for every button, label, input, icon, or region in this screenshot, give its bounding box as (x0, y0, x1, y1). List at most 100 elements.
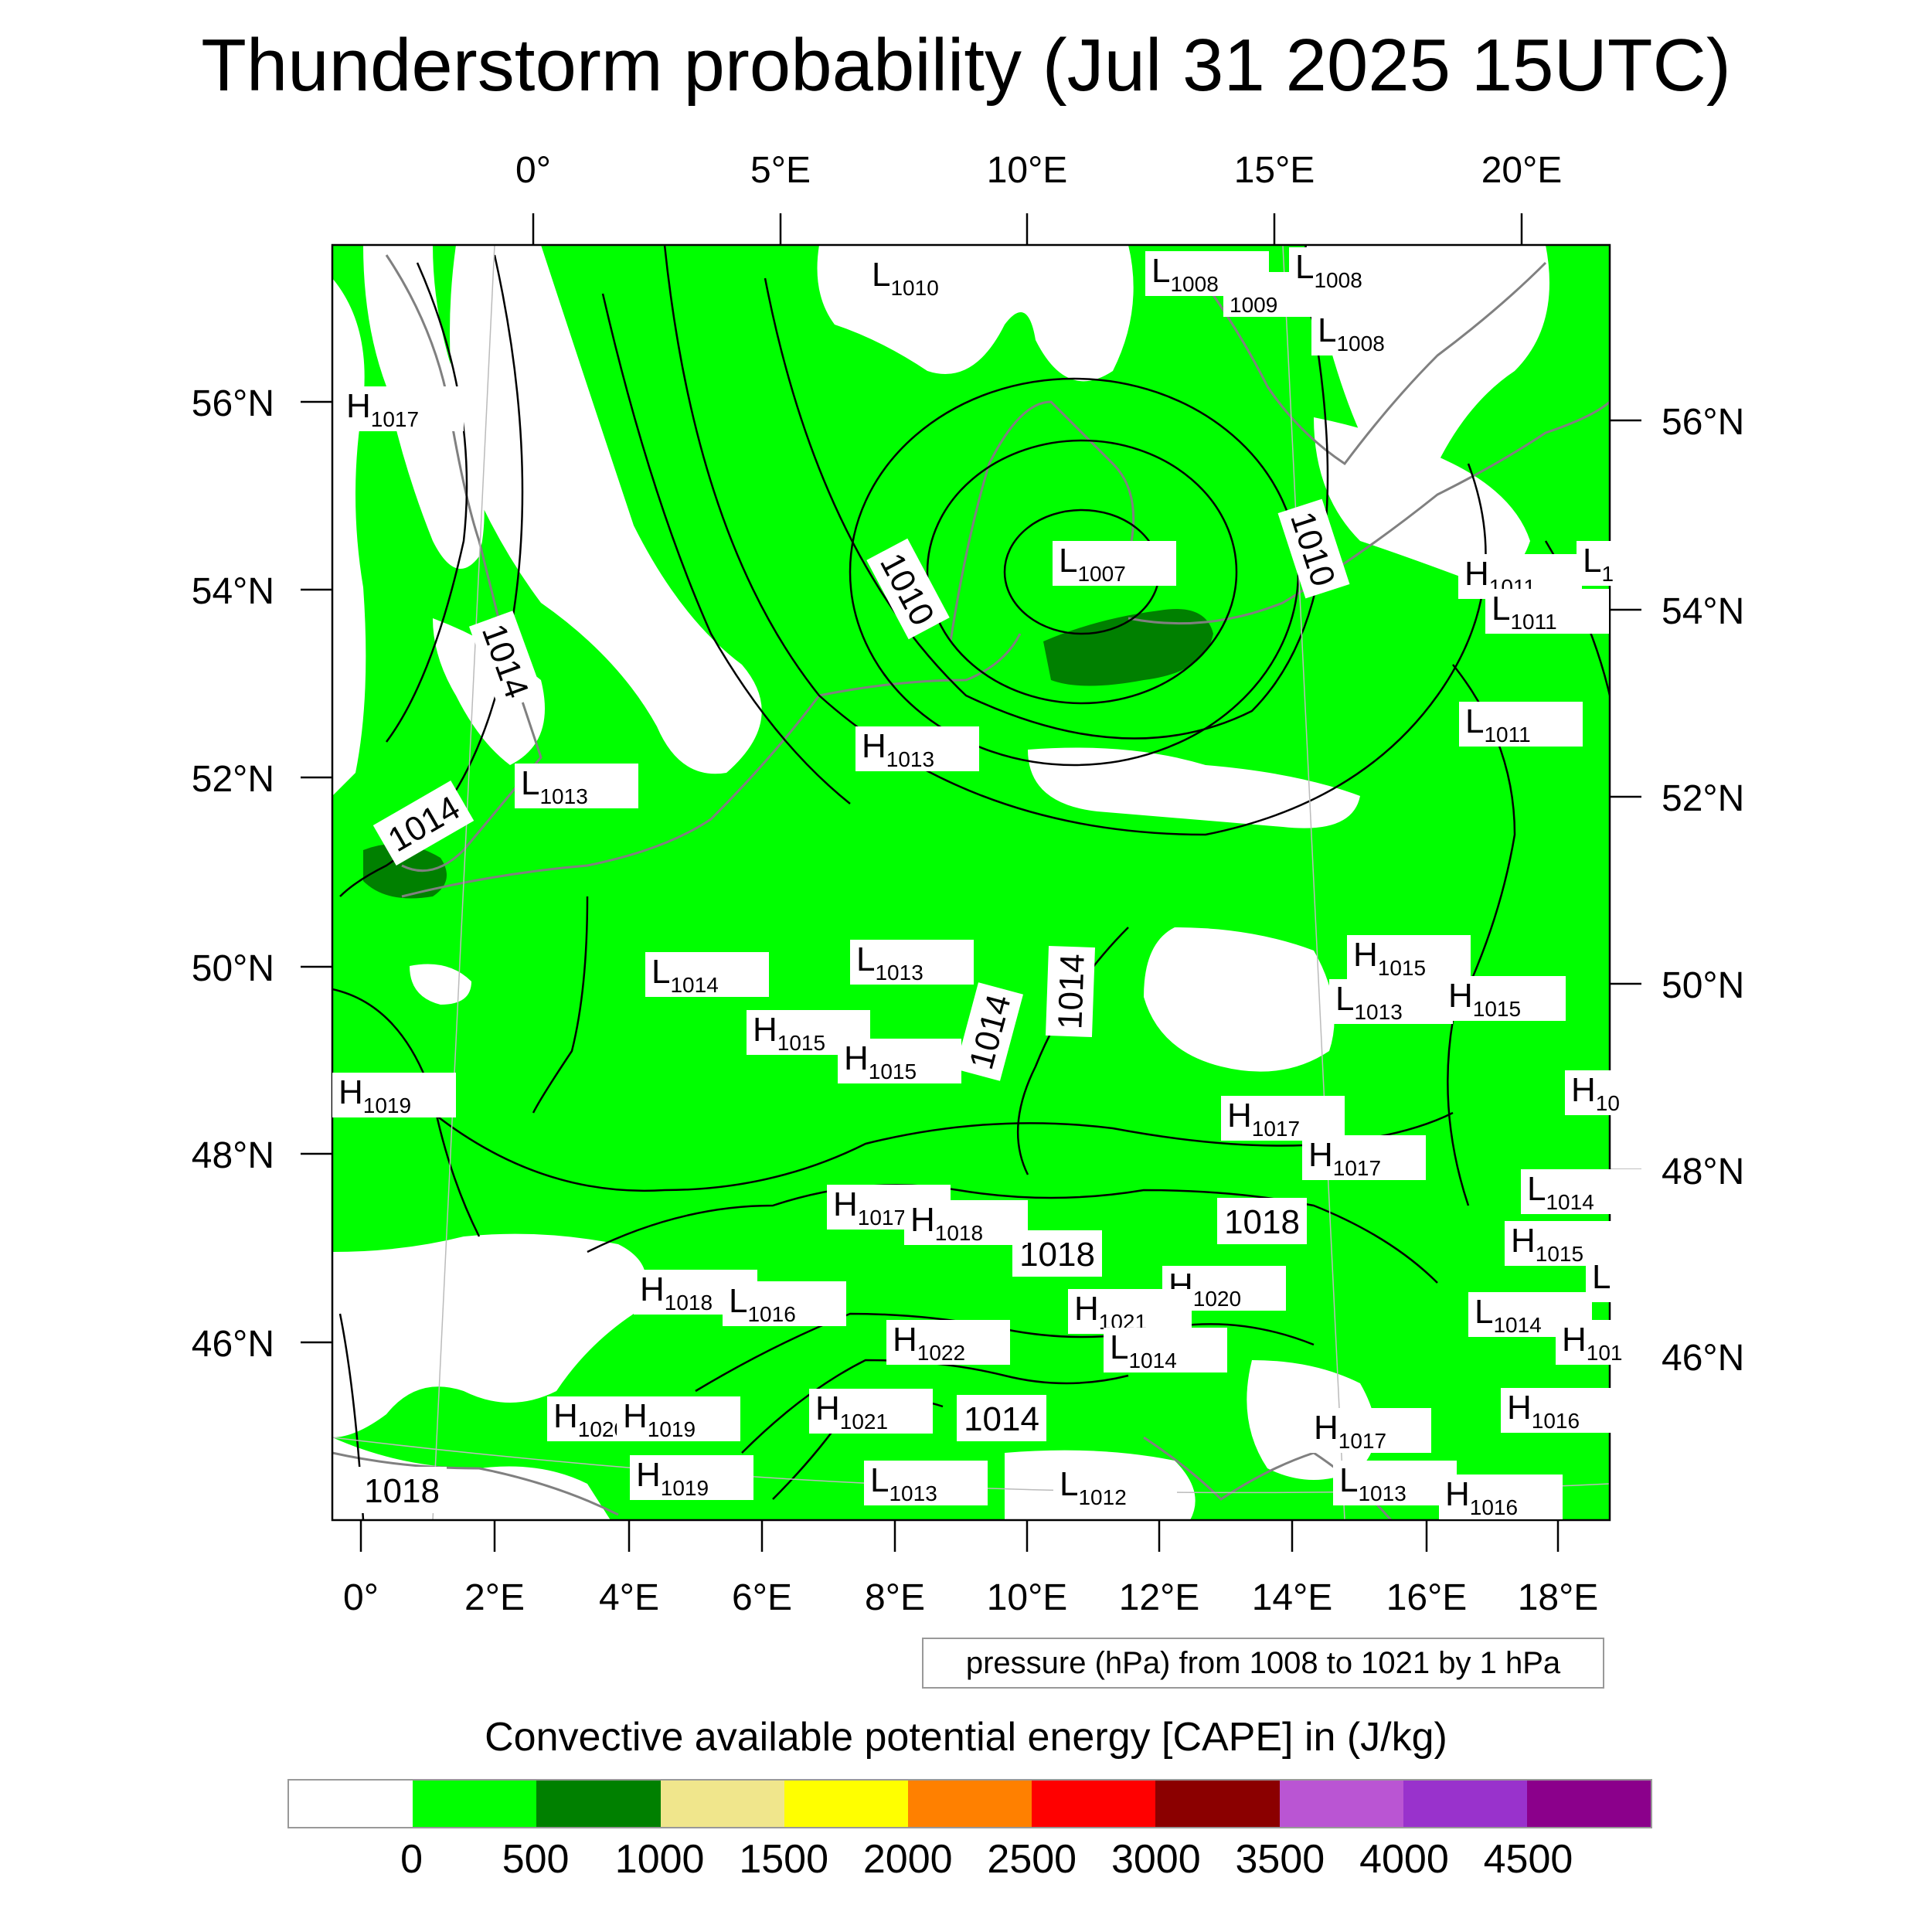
pressure-center-box (1485, 589, 1609, 634)
pressure-center-type: H (844, 1039, 869, 1077)
right-lat-label: 48°N (1662, 1151, 1744, 1192)
isobar-1014c (532, 896, 589, 1114)
isobar-value-text: 1018 (364, 1472, 440, 1510)
pressure-center-label: H1016 (1501, 1388, 1624, 1433)
pressure-center-type: H (1445, 1475, 1470, 1513)
bottom-lon-label: 18°E (1518, 1577, 1599, 1618)
bottom-lon-label: 2°E (464, 1577, 525, 1618)
pressure-center-label: L1014 (1104, 1328, 1227, 1372)
pressure-center-text: H1015 (753, 1011, 825, 1055)
colorbar-label: 2000 (862, 1837, 953, 1882)
isobar-1014d (1016, 927, 1129, 1175)
pressure-center-text: L1014 (1110, 1328, 1177, 1372)
pressure-center-type: H (1314, 1409, 1338, 1447)
pressure-center-label: H10 (1565, 1070, 1655, 1115)
pressure-center-label: H1017 (340, 386, 464, 431)
pressure-center-text: L1011 (1465, 702, 1531, 747)
pressure-center-value: 1015 (1378, 956, 1426, 980)
pressure-center-value: 1018 (665, 1291, 713, 1315)
pressure-center-text: H1019 (623, 1397, 696, 1441)
pressure-center-box (886, 1320, 1010, 1365)
pressure-center-box (1333, 1461, 1457, 1505)
colorbar-label: 500 (502, 1837, 570, 1882)
colorbar-swatch (1403, 1781, 1527, 1827)
bottom-lon-label: 16°E (1386, 1577, 1468, 1618)
pressure-center-value: 1014 (1546, 1190, 1594, 1214)
top-lon-label: 10°E (987, 150, 1068, 191)
pressure-center-text: H1017 (346, 387, 419, 431)
pressure-center-value: 1014 (670, 973, 718, 997)
pressure-center-text: H1015 (1448, 977, 1521, 1021)
isobar-value-label: 1014 (1045, 945, 1096, 1038)
pressure-center-text: L1013 (1335, 980, 1403, 1024)
pressure-center-box (1311, 311, 1435, 355)
white-region-czech (1144, 927, 1335, 1072)
bottom-lon-label: 0° (343, 1577, 379, 1618)
pressure-center-value: 1009 (1230, 293, 1277, 317)
pressure-center-box (904, 1200, 1028, 1245)
pressure-center-text: H1017 (1314, 1409, 1386, 1453)
pressure-center-text: L1011 (1492, 590, 1557, 634)
pressure-center-label: L1013 (1329, 979, 1453, 1024)
pressure-center-text: L1008 (1295, 248, 1362, 292)
pressure-center-text: L1014 (1527, 1170, 1594, 1214)
colorbar-swatch (289, 1781, 413, 1827)
white-region-wales (433, 618, 545, 765)
pressure-center-value: 1016 (1532, 1409, 1580, 1433)
pressure-center-type: L (1110, 1328, 1128, 1366)
isobar-1018a (587, 1184, 1438, 1284)
pressure-center-box (340, 386, 464, 431)
pressure-center-text: H1015 (844, 1039, 917, 1083)
colorbar-swatch (660, 1781, 784, 1827)
pressure-center-box (645, 952, 769, 997)
darkgreen-region-baltic (1043, 609, 1213, 686)
pressure-center-text: H1018 (640, 1270, 713, 1315)
pressure-center-label: H1015 (1442, 976, 1566, 1021)
bottom-lon-label: 12°E (1119, 1577, 1200, 1618)
pressure-center-box (617, 1396, 740, 1441)
isobar-value-label: 1018 (1012, 1230, 1102, 1277)
pressure-center-label: H1017 (1221, 1096, 1345, 1141)
pressure-center-value: 1017 (1252, 1117, 1300, 1141)
pressure-center-value: 1021 (840, 1410, 888, 1434)
pressure-center-type: L (1059, 542, 1077, 580)
pressure-center-value: 1011 (1484, 723, 1530, 747)
colorbar-label: 2500 (987, 1837, 1077, 1882)
pressure-center-box (1521, 1169, 1645, 1214)
pressure-center-text: H10 (1571, 1071, 1620, 1115)
pressure-center-value: 1022 (917, 1341, 965, 1365)
graticule-line-1 (432, 245, 495, 1520)
isobar-value-box (1217, 1198, 1307, 1244)
pressure-center-value: 1014 (1493, 1313, 1541, 1337)
pressure-center-value: 1008 (1170, 272, 1218, 296)
pressure-center-box (850, 940, 974, 985)
pressure-center-box (1586, 1257, 1641, 1302)
colorbar-label: 3500 (1235, 1837, 1325, 1882)
pressure-center-type: H (1448, 977, 1473, 1015)
pressure-center-label: H1019 (332, 1073, 456, 1117)
pressure-center-label: H1015 (747, 1010, 870, 1055)
pressure-center-box (1221, 1096, 1345, 1141)
pressure-center-type: H (910, 1201, 935, 1239)
pressure-center-type: H (1227, 1097, 1252, 1134)
pressure-center-type: H (1571, 1071, 1596, 1109)
pressure-center-label: L (1586, 1257, 1641, 1302)
isobar-1012b (601, 293, 851, 804)
pressure-center-text: L1013 (856, 940, 923, 985)
pressure-center-type: L (1465, 702, 1484, 740)
pressure-note: pressure (hPa) from 1008 to 1021 by 1 hP… (922, 1638, 1604, 1689)
pressure-center-value: 1015 (1536, 1242, 1583, 1266)
pressure-center-type: H (346, 387, 371, 425)
pressure-center-value: 1015 (1473, 997, 1521, 1021)
pressure-center-text: L1014 (651, 953, 719, 997)
pressure-center-value: 1017 (1338, 1429, 1386, 1453)
pressure-center-text: L1 (1583, 542, 1614, 586)
pressure-center-text: H1017 (1227, 1097, 1300, 1141)
isobar-value-label: 1018 (357, 1467, 447, 1513)
pressure-center-label: L1013 (850, 940, 974, 985)
isobar-value-box (1045, 945, 1096, 1038)
bottom-lon-label: 14°E (1252, 1577, 1333, 1618)
pressure-center-value: 1019 (363, 1094, 411, 1117)
pressure-center-value: 1008 (1336, 332, 1384, 355)
pressure-center-type: H (753, 1011, 777, 1049)
